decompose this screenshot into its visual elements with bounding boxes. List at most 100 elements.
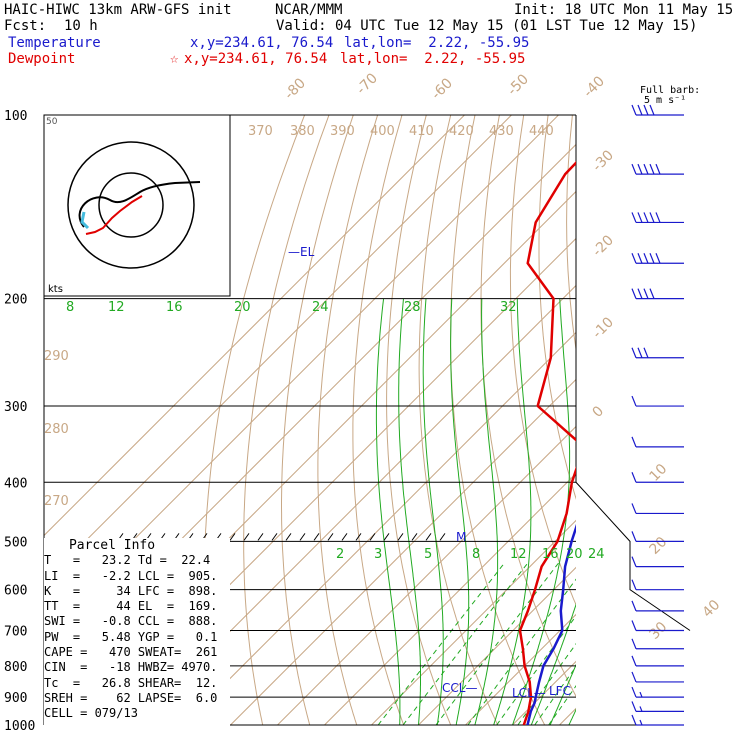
mixing-ratio-label: 2 [336,547,344,562]
hodograph-box [43,114,231,297]
init-time: Init: 18 UTC Mon 11 May 15 [514,2,734,18]
wind-barb-flag [649,212,655,223]
isotherm-label: -30 [590,147,617,174]
moist-adiabat-line [530,603,576,725]
hodograph-ring [98,172,164,238]
wind-barb [631,620,684,632]
wind-barb [631,701,684,713]
temperature-profile-line [526,523,576,725]
dry-adiabat-line [317,115,379,725]
level-label-ccl: CCL— [442,681,477,695]
wind-barb-flag [631,556,637,567]
wind-barb-flag [637,104,643,116]
dewpoint-legend: Dewpoint [8,51,76,67]
parcel-tick-mark [243,533,250,541]
wind-barb-flag [637,212,643,223]
wind-barb-flag [643,163,649,175]
isotherm-line [465,613,576,725]
parcel-tick-mark [257,533,264,541]
parcel-info-title: Parcel Info [68,538,156,553]
wind-barb-flag [631,531,637,542]
parcel-tick-mark [341,533,348,541]
isotherm-line [371,519,576,725]
dry-adiabat-line [670,115,740,725]
dewpoint-profile-line [518,161,576,725]
hodograph-ring [67,141,195,269]
barb-legend-line2: 5 m s⁻¹ [644,95,687,106]
hodograph-units-label: kts [48,284,63,295]
moist-adiabat-label: 12 [108,300,125,315]
mixing-ratio-line [548,684,576,725]
parcel-info-row: K = 34 LFC = 898. [44,583,218,598]
parcel-info-row: CELL = 079/13 [44,706,138,721]
valid-time: Valid: 04 UTC Tue 12 May 15 (01 LST Tue … [276,18,698,34]
level-label-el: —EL [288,245,315,259]
wind-barb-flag [631,600,637,612]
moist-adiabat-line [450,298,470,725]
moist-adiabat-line [398,298,421,725]
mixing-ratio-label: 20 [566,547,583,562]
dry-adiabat-label: 280 [44,422,69,437]
pressure-tick-label: 200 [4,293,27,308]
wind-barb [631,714,684,726]
wind-barb-flag [631,620,637,631]
wind-barb-flag [631,436,637,448]
hodograph-ring-label: 50 [46,117,58,127]
parcel-tick-mark [355,533,362,541]
pressure-tick-label: 300 [4,400,27,415]
dry-adiabat-line [694,115,740,725]
dry-adiabat-line [386,115,452,725]
wind-barb-half [639,719,643,726]
wind-barb [631,600,684,612]
right-axis [575,115,691,631]
moist-adiabat-label: 32 [500,300,517,315]
temperature-legend: Temperature [8,35,101,51]
wind-barb [631,472,684,483]
wind-barb-flag [655,253,661,264]
parcel-tick-mark [369,533,376,541]
dry-adiabat-line [509,115,576,606]
parcel-info-row: Tc = 26.8 SHEAR= 12. [44,675,218,690]
dry-adiabat-line [450,115,546,725]
parcel-info-row: PW = 5.48 YGP = 0.1 [44,629,218,644]
wind-barb-flag [655,212,661,223]
wind-barb-flag [631,714,637,726]
dry-adiabat-line [243,115,330,725]
mixing-ratio-label: 16 [542,547,559,562]
isotherm-label: -40 [581,73,608,100]
pressure-tick-label: 500 [4,535,27,550]
pressure-tick-label: 600 [4,584,27,599]
isotherm-label: 20 [647,534,671,558]
isotherm-label: 0 [590,403,608,421]
wind-barb-flag [631,288,637,299]
hodograph-low-levels [85,195,143,235]
wind-barb-flag [631,503,637,514]
moist-adiabat-line [422,298,444,725]
parcel-tick-mark [313,533,320,541]
wind-barb [631,104,684,116]
wind-barb [631,163,684,175]
isotherm-label: -20 [590,232,617,259]
wind-barb-flag [631,579,637,590]
wind-barb-flag [649,253,655,264]
wind-barb-flag [631,104,637,116]
mixing-ratio-label: 24 [588,547,605,562]
wind-barb-flag [649,288,655,299]
dry-adiabat-line [352,115,405,725]
moist-adiabat-label: 20 [234,300,251,315]
parcel-tick-mark [327,533,334,541]
parcel-info-row: SWI = -0.8 CCL = 888. [44,614,218,629]
mixing-ratio-label: 8 [472,547,480,562]
isotherm-label: -60 [429,75,456,102]
dry-adiabat-line [480,115,576,698]
wind-barb-flag [643,212,649,223]
parcel-tick-mark [271,533,278,541]
mixing-ratio-line [377,561,506,725]
moist-adiabat-label: 28 [404,300,421,315]
mixing-ratio-label: 5 [424,547,432,562]
moist-adiabat-line [568,708,576,725]
wind-barb-flag [631,686,637,698]
wind-barb [631,686,684,698]
wind-barb-flag [631,253,637,264]
wind-barb-flag [649,163,655,175]
